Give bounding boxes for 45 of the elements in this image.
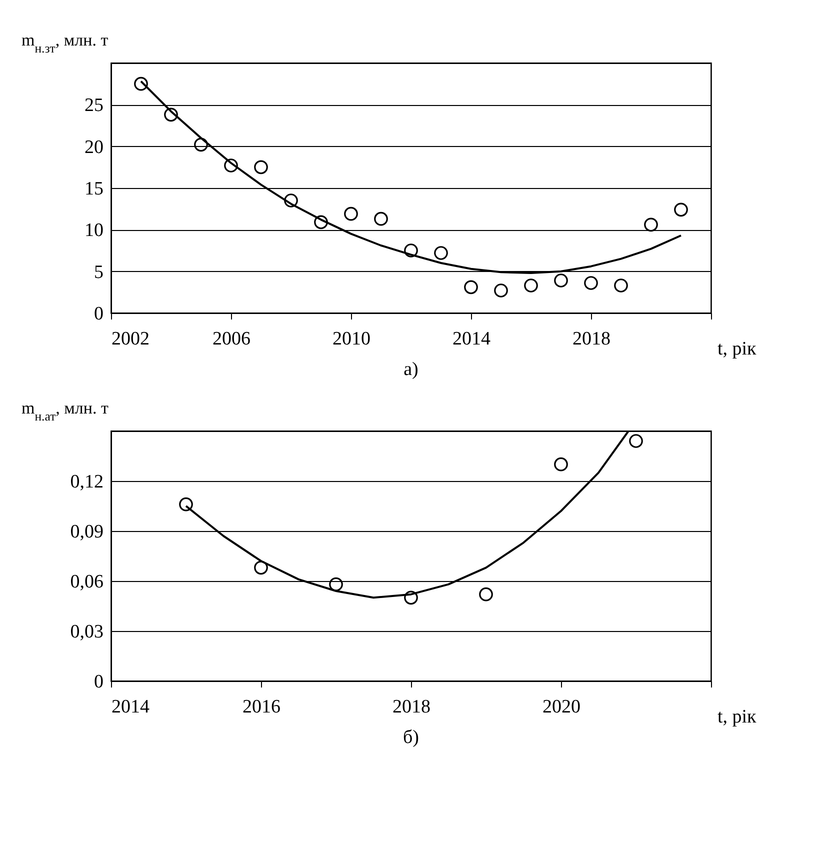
point xyxy=(224,158,238,172)
y-tick-label: 5 xyxy=(94,262,104,283)
y-tick-label: 20 xyxy=(84,136,104,158)
point xyxy=(194,138,208,152)
x-tick-label: 2010 xyxy=(332,328,370,350)
point xyxy=(254,160,268,174)
x-tick-label: 2016 xyxy=(242,696,280,718)
text: а) xyxy=(404,359,418,380)
point xyxy=(344,206,358,221)
point xyxy=(524,278,538,292)
point xyxy=(134,76,148,91)
point xyxy=(494,284,508,298)
text: б) xyxy=(403,727,419,748)
x-tick-label: 2020 xyxy=(542,696,580,718)
point xyxy=(584,276,598,290)
y-tick-label: 0 xyxy=(94,672,104,692)
point xyxy=(674,202,688,217)
point xyxy=(314,215,328,230)
point xyxy=(374,212,388,226)
y-axis-title: m$_{н.ат}$, млн. т xyxy=(22,398,109,424)
y-tick-label: 0,06 xyxy=(70,572,104,592)
x-tick-label: 2018 xyxy=(572,328,610,350)
x-axis-title: t, рік xyxy=(718,338,758,360)
point xyxy=(464,280,478,294)
point xyxy=(404,244,418,258)
y-tick-label: 0 xyxy=(94,304,104,324)
y-tick-label: 0,03 xyxy=(70,622,104,642)
point xyxy=(644,218,658,232)
x-tick-label: 2006 xyxy=(212,328,250,350)
y-axis-title: m$_{н.зт}$, млн. т xyxy=(22,30,109,56)
point xyxy=(434,246,448,260)
y-tick-label: 15 xyxy=(84,178,104,200)
point xyxy=(554,274,568,288)
x-tick-label: 2002 xyxy=(112,328,150,350)
y-tick-label: 25 xyxy=(84,95,104,116)
x-tick-label: 2014 xyxy=(112,696,150,718)
y-tick-label: 0,12 xyxy=(70,472,104,492)
x-tick-label: 2018 xyxy=(392,696,430,718)
x-tick-label: 2014 xyxy=(452,328,491,350)
y-tick-label: 0,09 xyxy=(70,522,104,542)
y-tick-label: 10 xyxy=(84,220,104,242)
point xyxy=(284,194,298,208)
point xyxy=(614,278,628,292)
x-axis-title: t, рік xyxy=(718,706,758,728)
point xyxy=(164,108,178,122)
